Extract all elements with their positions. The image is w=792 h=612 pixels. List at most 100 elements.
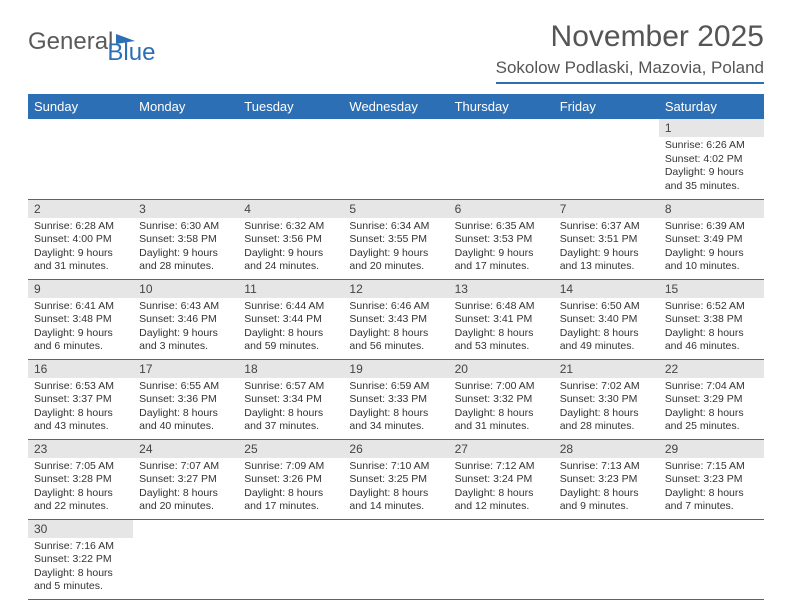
day-cell: 10Sunrise: 6:43 AMSunset: 3:46 PMDayligh… [133, 279, 238, 359]
day-number: 22 [659, 360, 764, 378]
day-details: Sunrise: 6:37 AMSunset: 3:51 PMDaylight:… [554, 218, 659, 279]
empty-cell [449, 519, 554, 599]
day-number: 10 [133, 280, 238, 298]
day-details: Sunrise: 7:13 AMSunset: 3:23 PMDaylight:… [554, 458, 659, 519]
day-cell: 17Sunrise: 6:55 AMSunset: 3:36 PMDayligh… [133, 359, 238, 439]
day-cell: 30Sunrise: 7:16 AMSunset: 3:22 PMDayligh… [28, 519, 133, 599]
empty-cell [343, 519, 448, 599]
day-number: 28 [554, 440, 659, 458]
day-number: 19 [343, 360, 448, 378]
day-number: 5 [343, 200, 448, 218]
day-details: Sunrise: 7:05 AMSunset: 3:28 PMDaylight:… [28, 458, 133, 519]
day-cell: 13Sunrise: 6:48 AMSunset: 3:41 PMDayligh… [449, 279, 554, 359]
day-details: Sunrise: 7:12 AMSunset: 3:24 PMDaylight:… [449, 458, 554, 519]
day-details: Sunrise: 6:48 AMSunset: 3:41 PMDaylight:… [449, 298, 554, 359]
day-number: 17 [133, 360, 238, 378]
calendar-row: 1Sunrise: 6:26 AMSunset: 4:02 PMDaylight… [28, 119, 764, 199]
day-cell: 29Sunrise: 7:15 AMSunset: 3:23 PMDayligh… [659, 439, 764, 519]
empty-cell [659, 519, 764, 599]
calendar-body: 1Sunrise: 6:26 AMSunset: 4:02 PMDaylight… [28, 119, 764, 599]
day-header: Friday [554, 94, 659, 119]
location-subtitle: Sokolow Podlaski, Mazovia, Poland [496, 58, 764, 84]
day-number: 8 [659, 200, 764, 218]
day-number: 21 [554, 360, 659, 378]
day-number: 13 [449, 280, 554, 298]
day-number: 15 [659, 280, 764, 298]
day-number: 12 [343, 280, 448, 298]
day-cell: 3Sunrise: 6:30 AMSunset: 3:58 PMDaylight… [133, 199, 238, 279]
day-details: Sunrise: 6:50 AMSunset: 3:40 PMDaylight:… [554, 298, 659, 359]
day-cell: 7Sunrise: 6:37 AMSunset: 3:51 PMDaylight… [554, 199, 659, 279]
day-cell: 14Sunrise: 6:50 AMSunset: 3:40 PMDayligh… [554, 279, 659, 359]
day-details: Sunrise: 6:59 AMSunset: 3:33 PMDaylight:… [343, 378, 448, 439]
empty-cell [554, 519, 659, 599]
day-details: Sunrise: 7:09 AMSunset: 3:26 PMDaylight:… [238, 458, 343, 519]
day-number: 23 [28, 440, 133, 458]
day-cell: 4Sunrise: 6:32 AMSunset: 3:56 PMDaylight… [238, 199, 343, 279]
day-header: Sunday [28, 94, 133, 119]
empty-cell [449, 119, 554, 199]
day-cell: 27Sunrise: 7:12 AMSunset: 3:24 PMDayligh… [449, 439, 554, 519]
day-number: 14 [554, 280, 659, 298]
calendar-head: SundayMondayTuesdayWednesdayThursdayFrid… [28, 94, 764, 119]
day-number: 18 [238, 360, 343, 378]
day-details: Sunrise: 6:39 AMSunset: 3:49 PMDaylight:… [659, 218, 764, 279]
day-number: 1 [659, 119, 764, 137]
day-cell: 1Sunrise: 6:26 AMSunset: 4:02 PMDaylight… [659, 119, 764, 199]
day-number: 7 [554, 200, 659, 218]
day-header: Wednesday [343, 94, 448, 119]
day-number: 27 [449, 440, 554, 458]
day-cell: 25Sunrise: 7:09 AMSunset: 3:26 PMDayligh… [238, 439, 343, 519]
calendar-row: 9Sunrise: 6:41 AMSunset: 3:48 PMDaylight… [28, 279, 764, 359]
day-cell: 21Sunrise: 7:02 AMSunset: 3:30 PMDayligh… [554, 359, 659, 439]
logo-text-blue: Blue [107, 39, 155, 66]
day-number: 25 [238, 440, 343, 458]
logo: General Blue [28, 28, 189, 56]
calendar-row: 30Sunrise: 7:16 AMSunset: 3:22 PMDayligh… [28, 519, 764, 599]
day-details: Sunrise: 6:43 AMSunset: 3:46 PMDaylight:… [133, 298, 238, 359]
day-details: Sunrise: 6:46 AMSunset: 3:43 PMDaylight:… [343, 298, 448, 359]
day-details: Sunrise: 6:55 AMSunset: 3:36 PMDaylight:… [133, 378, 238, 439]
day-number: 11 [238, 280, 343, 298]
empty-cell [133, 119, 238, 199]
day-number: 20 [449, 360, 554, 378]
day-cell: 26Sunrise: 7:10 AMSunset: 3:25 PMDayligh… [343, 439, 448, 519]
day-number: 3 [133, 200, 238, 218]
header: General Blue November 2025 Sokolow Podla… [28, 20, 764, 84]
empty-cell [343, 119, 448, 199]
day-header: Thursday [449, 94, 554, 119]
day-details: Sunrise: 6:30 AMSunset: 3:58 PMDaylight:… [133, 218, 238, 279]
day-details: Sunrise: 7:07 AMSunset: 3:27 PMDaylight:… [133, 458, 238, 519]
day-details: Sunrise: 6:26 AMSunset: 4:02 PMDaylight:… [659, 137, 764, 198]
day-number: 16 [28, 360, 133, 378]
day-details: Sunrise: 6:41 AMSunset: 3:48 PMDaylight:… [28, 298, 133, 359]
day-cell: 6Sunrise: 6:35 AMSunset: 3:53 PMDaylight… [449, 199, 554, 279]
day-details: Sunrise: 7:04 AMSunset: 3:29 PMDaylight:… [659, 378, 764, 439]
empty-cell [28, 119, 133, 199]
day-number: 29 [659, 440, 764, 458]
day-details: Sunrise: 6:57 AMSunset: 3:34 PMDaylight:… [238, 378, 343, 439]
empty-cell [238, 119, 343, 199]
day-details: Sunrise: 7:15 AMSunset: 3:23 PMDaylight:… [659, 458, 764, 519]
day-details: Sunrise: 6:34 AMSunset: 3:55 PMDaylight:… [343, 218, 448, 279]
day-details: Sunrise: 7:02 AMSunset: 3:30 PMDaylight:… [554, 378, 659, 439]
day-details: Sunrise: 6:44 AMSunset: 3:44 PMDaylight:… [238, 298, 343, 359]
day-number: 4 [238, 200, 343, 218]
month-title: November 2025 [496, 20, 764, 54]
day-number: 30 [28, 520, 133, 538]
day-details: Sunrise: 6:53 AMSunset: 3:37 PMDaylight:… [28, 378, 133, 439]
day-details: Sunrise: 7:10 AMSunset: 3:25 PMDaylight:… [343, 458, 448, 519]
day-number: 26 [343, 440, 448, 458]
day-number: 9 [28, 280, 133, 298]
calendar-row: 23Sunrise: 7:05 AMSunset: 3:28 PMDayligh… [28, 439, 764, 519]
day-cell: 12Sunrise: 6:46 AMSunset: 3:43 PMDayligh… [343, 279, 448, 359]
empty-cell [133, 519, 238, 599]
day-header: Tuesday [238, 94, 343, 119]
day-details: Sunrise: 6:28 AMSunset: 4:00 PMDaylight:… [28, 218, 133, 279]
calendar-table: SundayMondayTuesdayWednesdayThursdayFrid… [28, 94, 764, 600]
day-details: Sunrise: 7:00 AMSunset: 3:32 PMDaylight:… [449, 378, 554, 439]
day-header: Monday [133, 94, 238, 119]
day-details: Sunrise: 7:16 AMSunset: 3:22 PMDaylight:… [28, 538, 133, 599]
day-cell: 19Sunrise: 6:59 AMSunset: 3:33 PMDayligh… [343, 359, 448, 439]
day-details: Sunrise: 6:32 AMSunset: 3:56 PMDaylight:… [238, 218, 343, 279]
